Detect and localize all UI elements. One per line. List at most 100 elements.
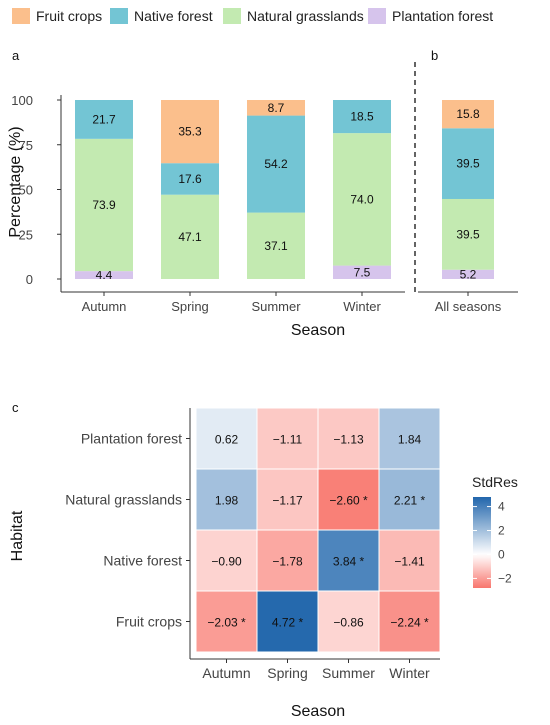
bar-value-label: 39.5 (456, 227, 480, 241)
heatmap-cell-natural-grasslands-summer (317, 468, 380, 531)
legend-label-fruit-crops: Fruit crops (36, 8, 102, 24)
bar-value-label: 47.1 (178, 230, 202, 244)
panel-a-x-tick-label: Summer (251, 299, 301, 314)
bar-value-label: 7.5 (354, 265, 371, 279)
panel-c-x-tick-label: Autumn (202, 665, 250, 681)
bar-all-seasons-native-forest (442, 128, 494, 199)
heatmap-cell-label: 1.84 (398, 433, 422, 447)
panel-a-y-axis-title: Percentage (%) (7, 126, 24, 237)
bar-spring-native-forest (161, 163, 219, 195)
heatmap-cell-label: −1.78 (272, 555, 303, 569)
heatmap-cell-natural-grasslands-autumn (195, 468, 258, 531)
heatmap-cell-label: −1.41 (394, 555, 425, 569)
panel-c-y-tick-label: Fruit crops (116, 614, 182, 630)
heatmap-cell-natural-grasslands-winter (378, 468, 441, 531)
panel-label-b: b (431, 48, 438, 63)
panel-a-x-axis-title: Season (291, 322, 345, 339)
bar-summer-native-forest (247, 115, 305, 213)
bar-value-label: 17.6 (178, 172, 202, 186)
heatmap-cell-native-forest-spring (256, 529, 319, 592)
bar-value-label: 15.8 (456, 107, 480, 121)
panel-a-y-tick-label: 25 (19, 227, 33, 242)
heatmap-cell-label: −1.17 (272, 494, 303, 508)
bar-winter-native-forest (333, 100, 391, 134)
bar-summer-fruit-crops (247, 100, 305, 116)
legend-swatch-natural-grasslands (223, 8, 241, 24)
bar-value-label: 54.2 (264, 157, 288, 171)
panel-a-y-tick-label: 100 (11, 93, 33, 108)
legend-swatch-fruit-crops (12, 8, 30, 24)
heatmap-cell-label: −1.11 (273, 433, 303, 447)
bar-value-label: 73.9 (92, 198, 116, 212)
panel-c-y-tick-label: Natural grasslands (65, 492, 182, 508)
heatmap-cell-native-forest-autumn (195, 529, 258, 592)
bar-all-seasons-plantation-forest (442, 269, 494, 279)
legend-swatch-plantation-forest (368, 8, 386, 24)
stacked-bar-chart-all-seasons: 5.2 39.5 39.5 15.8 All seasons (418, 100, 518, 314)
heatmap-cell-label: 2.21 * (394, 494, 426, 508)
heatmap-cell-label: −2.24 * (390, 616, 429, 630)
bar-value-label: 5.2 (460, 267, 477, 281)
colorbar: StdRes 4 2 0 −2 (472, 474, 518, 588)
heatmap-cell-label: 4.72 * (272, 616, 304, 630)
panel-c-y-tick-label: Native forest (103, 553, 182, 569)
panel-a-x-tick-label: Winter (343, 299, 381, 314)
bar-winter-natural-grasslands (333, 133, 391, 266)
heatmap-standardized-residuals: 0.62 −1.11 −1.13 1.84 Plantation forest 1.98 −… (65, 407, 441, 681)
bar-all-seasons-natural-grasslands (442, 198, 494, 270)
bar-autumn-native-forest (75, 100, 133, 139)
legend-swatch-native-forest (110, 8, 128, 24)
heatmap-cell-native-forest-winter (378, 529, 441, 592)
legend-label-plantation-forest: Plantation forest (392, 8, 493, 24)
heatmap-cell-label: −2.03 * (207, 616, 246, 630)
panel-c-y-tick-label: Plantation forest (81, 431, 182, 447)
bar-winter-plantation-forest (333, 265, 391, 279)
colorbar-title: StdRes (472, 474, 518, 490)
bar-value-label: 39.5 (456, 157, 480, 171)
bar-value-label: 74.0 (350, 192, 374, 206)
bar-autumn-natural-grasslands (75, 138, 133, 272)
heatmap-cell-natural-grasslands-spring (256, 468, 319, 531)
panel-c-x-tick-label: Winter (389, 665, 430, 681)
heatmap-cell-label: −0.86 (333, 616, 364, 630)
bar-spring-natural-grasslands (161, 194, 219, 279)
heatmap-cell-label: 0.62 (215, 433, 239, 447)
panel-a-x-tick-label: Autumn (82, 299, 127, 314)
colorbar-tick-label: 4 (498, 500, 505, 514)
bar-value-label: 4.4 (96, 268, 113, 282)
bar-autumn-plantation-forest (75, 271, 133, 279)
panel-b-x-tick-label: All seasons (435, 299, 502, 314)
heatmap-cell-label: 3.84 * (333, 555, 365, 569)
panel-c-x-tick-label: Summer (322, 665, 375, 681)
bar-value-label: 21.7 (92, 112, 116, 126)
panel-label-c: c (12, 400, 19, 415)
panel-c-y-axis-title: Habitat (9, 510, 26, 561)
bar-value-label: 18.5 (350, 110, 374, 124)
bar-value-label: 8.7 (268, 101, 285, 115)
bar-value-label: 35.3 (178, 125, 202, 139)
colorbar-tick-label: 2 (498, 524, 505, 538)
bar-summer-natural-grasslands (247, 212, 305, 279)
bar-all-seasons-fruit-crops (442, 100, 494, 129)
heatmap-cell-native-forest-summer (317, 529, 380, 592)
colorbar-tick-label: 0 (498, 547, 505, 561)
panel-a-y-tick-label: 0 (26, 272, 33, 287)
legend: Fruit crops Native forest Natural grasslan… (12, 8, 493, 24)
heatmap-cell-label: −0.90 (211, 555, 242, 569)
legend-label-native-forest: Native forest (134, 8, 213, 24)
panel-c-x-tick-label: Spring (267, 665, 307, 681)
legend-label-natural-grasslands: Natural grasslands (247, 8, 364, 24)
heatmap-cell-label: −2.60 * (329, 494, 368, 508)
panel-label-a: a (12, 48, 20, 63)
bar-value-label: 37.1 (264, 239, 288, 253)
heatmap-cell-fruit-crops-winter (378, 590, 441, 653)
bar-spring-fruit-crops (161, 100, 219, 164)
heatmap-cell-plantation-forest-winter (378, 407, 441, 470)
colorbar-tick-label: −2 (498, 571, 512, 585)
colorbar-gradient (473, 497, 491, 588)
panel-c-x-axis-title: Season (291, 703, 345, 720)
panel-a-x-tick-label: Spring (171, 299, 209, 314)
heatmap-cell-fruit-crops-summer (317, 590, 380, 653)
stacked-bar-chart-by-season: 0 25 50 75 100 4.4 73.9 21.7 Autumn 47.1 17.6 35.3 S… (11, 93, 405, 314)
